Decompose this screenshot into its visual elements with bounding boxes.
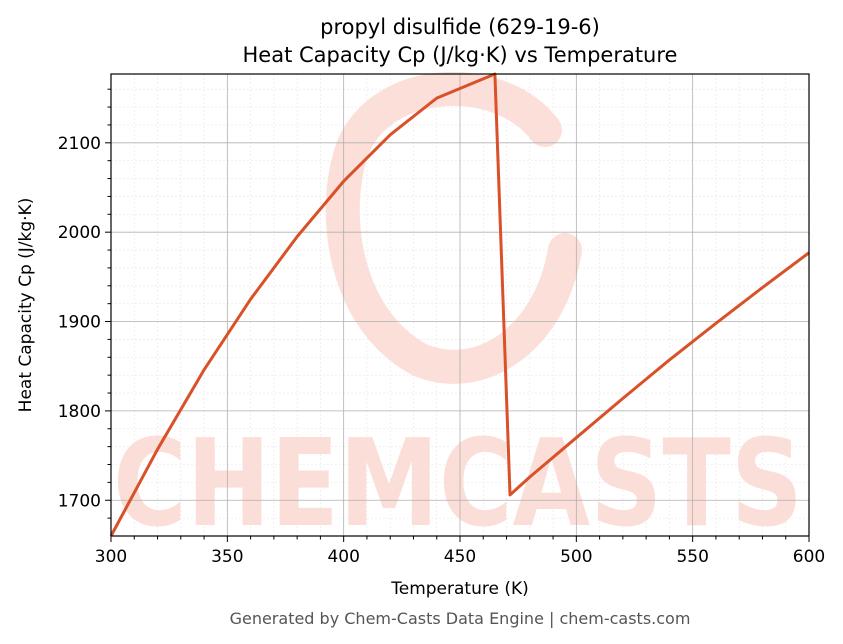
chart-subtitle: Heat Capacity Cp (J/kg·K) vs Temperature (243, 43, 678, 67)
x-tick-label: 300 (95, 547, 127, 567)
footer-credit: Generated by Chem-Casts Data Engine | ch… (230, 609, 691, 628)
y-tick-label: 2000 (58, 223, 101, 243)
x-tick-label: 450 (444, 547, 476, 567)
x-axis-label: Temperature (K) (390, 579, 529, 599)
x-axis-ticks: 300 350 400 450 500 550 600 (95, 536, 825, 567)
y-tick-label: 1900 (58, 313, 101, 333)
x-tick-label: 500 (560, 547, 592, 567)
y-tick-label: 1700 (58, 491, 101, 511)
y-axis-label: Heat Capacity Cp (J/kg·K) (16, 198, 36, 413)
x-tick-label: 550 (676, 547, 708, 567)
x-tick-label: 600 (793, 547, 825, 567)
y-tick-label: 2100 (58, 134, 101, 154)
watermark-logo-arc (325, 72, 582, 384)
y-tick-label: 1800 (58, 402, 101, 422)
watermark-text: CHEMCASTS (113, 415, 803, 554)
y-axis-ticks: 1700 1800 1900 2000 2100 (58, 88, 111, 519)
x-tick-label: 400 (327, 547, 359, 567)
x-tick-label: 350 (211, 547, 243, 567)
chart-title: propyl disulfide (629-19-6) (320, 15, 600, 39)
